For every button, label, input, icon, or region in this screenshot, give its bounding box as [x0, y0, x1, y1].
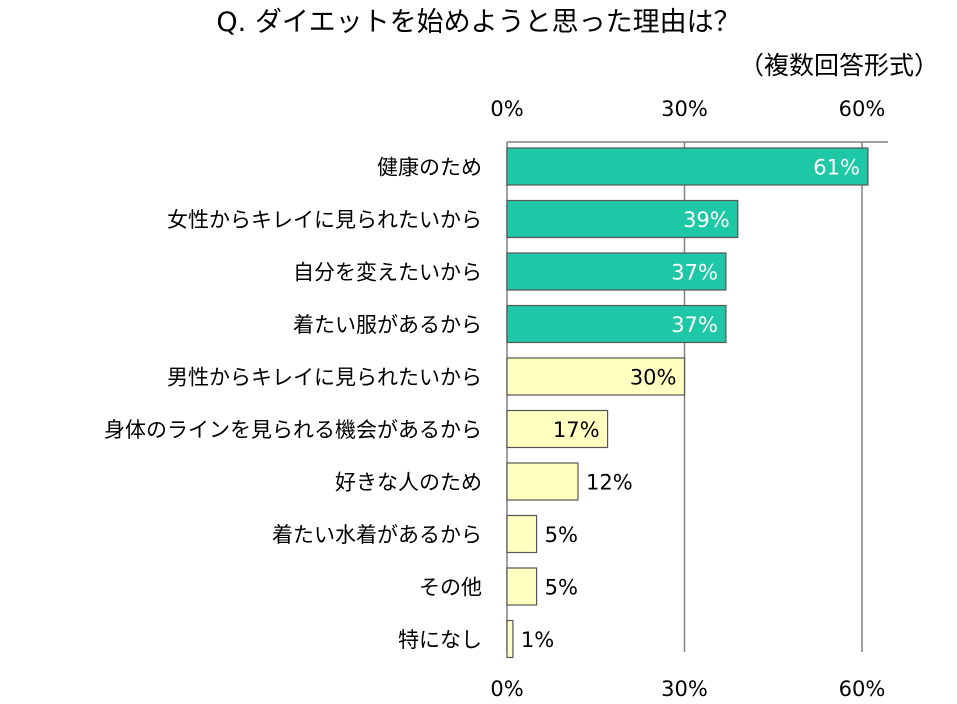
x-tick-label-top-2: 60%: [839, 97, 886, 121]
x-tick-label-bottom-2: 60%: [839, 677, 886, 701]
x-tick-label-bottom-1: 30%: [661, 677, 708, 701]
x-tick-label-bottom-0: 0%: [490, 677, 523, 701]
bar-9: [506, 619, 514, 659]
label-layer: 61% 健康のため 39% 女性からキレイに見られたいから 37% 自分を変えたいから 37…: [104, 156, 860, 653]
bar-0: [506, 147, 869, 186]
bar-4: [506, 357, 686, 396]
category-label-4: 男性からキレイに見られたいから: [167, 366, 482, 390]
category-label-6: 好きな人のため: [335, 471, 482, 495]
category-label-9: 特になし: [398, 628, 482, 652]
category-label-5: 身体のラインを見られる機会があるから: [104, 418, 482, 442]
data-label-3: 37%: [671, 313, 718, 337]
bar-7: [506, 514, 538, 554]
data-label-0: 61%: [813, 156, 860, 180]
data-label-8: 5%: [545, 576, 578, 600]
bar-2: [506, 252, 727, 291]
bar-1: [506, 199, 739, 239]
tick-layer: 0% 0% 30% 30% 60% 60%: [490, 97, 885, 701]
bar-3: [506, 304, 727, 344]
data-label-4: 30%: [630, 366, 677, 390]
chart-title: Q. ダイエットを始めようと思った理由は？: [216, 7, 741, 38]
x-tick-label-top-0: 0%: [490, 97, 523, 121]
data-label-2: 37%: [671, 261, 718, 285]
category-label-0: 健康のため: [377, 156, 482, 180]
x-tick-label-top-1: 30%: [661, 97, 708, 121]
bar-layer: [506, 147, 869, 659]
data-label-6: 12%: [586, 471, 633, 495]
category-label-2: 自分を変えたいから: [293, 261, 482, 285]
bar-6: [506, 462, 579, 501]
data-label-7: 5%: [545, 523, 578, 547]
data-label-5: 17%: [553, 418, 600, 442]
data-label-9: 1%: [521, 628, 554, 652]
data-label-1: 39%: [683, 208, 730, 232]
bar-5: [506, 409, 609, 449]
category-label-3: 着たい服があるから: [293, 313, 482, 337]
category-label-1: 女性からキレイに見られたいから: [167, 208, 482, 232]
chart-subtitle: （複数回答形式）: [738, 51, 939, 80]
bar-8: [506, 567, 538, 606]
category-label-7: 着たい水着があるから: [272, 523, 482, 547]
category-label-8: その他: [419, 576, 482, 600]
